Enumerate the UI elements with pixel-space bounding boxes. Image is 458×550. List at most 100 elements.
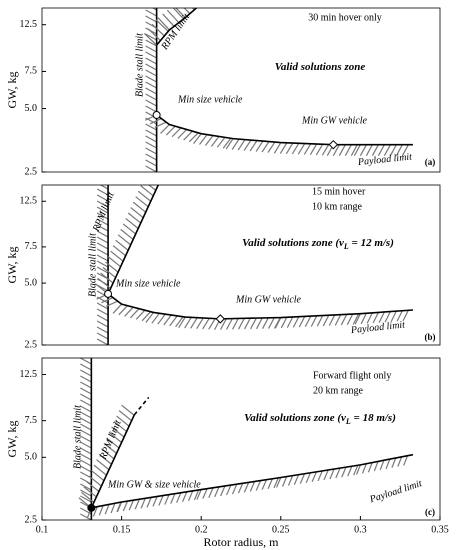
hatch	[231, 483, 238, 495]
zone-label-part: Valid solutions zone	[275, 61, 366, 73]
hatch	[183, 130, 193, 141]
hatch	[98, 505, 104, 516]
panel	[95, 185, 413, 345]
hatch	[157, 313, 166, 325]
point-marker	[87, 503, 96, 512]
hatch	[309, 143, 318, 156]
hatch	[273, 142, 282, 154]
hatch	[249, 140, 258, 152]
hatch	[311, 471, 317, 483]
hatch	[115, 239, 129, 251]
hatch	[261, 479, 268, 490]
hatch	[262, 317, 269, 329]
hatch	[96, 459, 110, 471]
hatch	[332, 144, 340, 156]
hatch	[80, 495, 92, 503]
hatch	[232, 318, 239, 330]
hatch	[96, 338, 109, 345]
hatch	[299, 473, 306, 484]
hatch	[111, 426, 125, 438]
hatch	[226, 484, 232, 496]
hatch	[291, 142, 300, 155]
hatch	[231, 138, 240, 150]
hatch	[96, 302, 109, 310]
hatch	[164, 494, 170, 505]
hatch	[353, 465, 359, 476]
hatch	[101, 296, 114, 304]
hatch	[80, 423, 92, 431]
series-line	[156, 8, 197, 46]
hatch	[80, 459, 92, 467]
hatch	[145, 45, 157, 53]
hatch	[160, 124, 170, 134]
hatch	[112, 303, 123, 314]
hatch	[145, 57, 157, 65]
y-tick-label: 7.5	[25, 241, 38, 252]
hatch	[334, 314, 342, 326]
hatch	[208, 318, 216, 330]
frame	[41, 7, 441, 173]
hatch	[268, 317, 275, 329]
hatch	[80, 375, 92, 383]
hatch	[96, 242, 109, 250]
hatch	[135, 309, 146, 320]
hatch	[317, 470, 323, 482]
hatch	[193, 489, 200, 501]
hatch	[395, 144, 403, 156]
hatch	[158, 495, 164, 506]
series-label: RPM limit	[91, 190, 117, 234]
hatch	[199, 134, 208, 145]
hatch	[154, 121, 167, 128]
zone-label-part: v	[339, 237, 344, 249]
hatch	[303, 143, 312, 155]
hatch	[152, 496, 158, 507]
hatch	[286, 316, 294, 328]
hatch	[244, 317, 251, 330]
hatch	[151, 312, 160, 324]
hatch	[108, 431, 122, 443]
hatch	[184, 317, 192, 329]
hatch	[361, 463, 367, 474]
frame	[41, 357, 441, 521]
hatch	[145, 63, 157, 71]
hatch	[367, 462, 373, 473]
hatch	[316, 315, 324, 327]
point-label: Min GW & size vehicle	[107, 479, 201, 490]
hatch	[360, 313, 367, 325]
hatch	[96, 326, 109, 334]
hatch	[96, 314, 109, 322]
y-tick-label: 2.5	[25, 339, 38, 350]
hatch	[116, 415, 130, 427]
y-axis-label: GW, kg	[5, 247, 19, 284]
hatch	[145, 135, 157, 143]
hatch	[96, 224, 109, 232]
hatch	[315, 143, 324, 156]
series-label: Payload limit	[368, 478, 424, 506]
hatch	[403, 455, 409, 466]
hatch	[104, 504, 110, 515]
zone-label: Valid solutions zone (vL = 12 m/s)	[242, 237, 394, 252]
hatch	[145, 81, 157, 89]
info-text: Forward flight only	[313, 370, 391, 381]
hatch	[196, 489, 202, 500]
hatch	[292, 316, 300, 328]
hatch	[80, 477, 92, 485]
hatch	[372, 312, 379, 324]
series-line	[133, 396, 150, 416]
hatch	[98, 453, 112, 465]
hatch	[220, 318, 227, 330]
point-label: Min size vehicle	[177, 94, 243, 105]
hatch	[249, 481, 256, 492]
hatch	[145, 75, 157, 83]
series-line	[91, 453, 414, 509]
hatch	[183, 8, 191, 15]
hatch	[99, 185, 109, 190]
hatch	[352, 313, 360, 325]
hatch	[287, 475, 294, 486]
hatch	[145, 159, 157, 167]
hatch	[96, 332, 109, 340]
hatch	[385, 458, 391, 470]
hatch	[96, 248, 109, 256]
x-tick-label: 0.2	[195, 524, 208, 535]
hatch	[145, 129, 157, 137]
